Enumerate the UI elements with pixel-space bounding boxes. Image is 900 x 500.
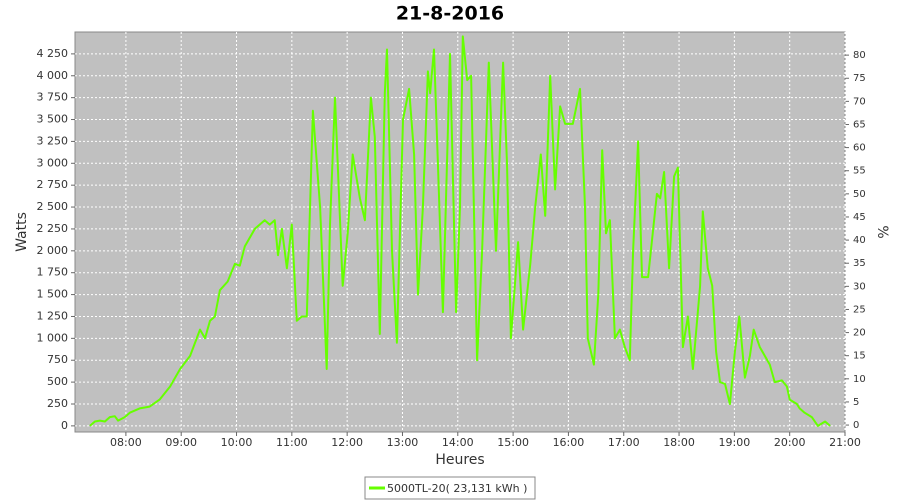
y-tick-label: 3 000 xyxy=(37,156,69,169)
y-tick-label: 2 750 xyxy=(37,178,69,191)
y-tick-label: 1 250 xyxy=(37,309,69,322)
y2-tick-label: 80 xyxy=(853,50,866,61)
y2-tick-label: 60 xyxy=(853,143,866,154)
x-tick-label: 16:00 xyxy=(553,436,585,449)
y-tick-label: 2 000 xyxy=(37,244,69,257)
chart-title: 21-8-2016 xyxy=(396,3,504,25)
y2-tick-label: 35 xyxy=(853,258,866,269)
y-tick-label: 1 750 xyxy=(37,266,69,279)
x-tick-label: 10:00 xyxy=(221,436,253,449)
y2-tick-label: 30 xyxy=(853,281,866,292)
x-tick-label: 19:00 xyxy=(719,436,751,449)
y-tick-label: 500 xyxy=(47,375,68,388)
y2-tick-label: 0 xyxy=(853,420,859,431)
x-tick-label: 20:00 xyxy=(774,436,806,449)
y-tick-label: 1 000 xyxy=(37,331,69,344)
x-tick-label: 08:00 xyxy=(110,436,142,449)
y-tick-label: 1 500 xyxy=(37,288,69,301)
y2-tick-label: 20 xyxy=(853,328,866,339)
x-tick-label: 13:00 xyxy=(387,436,419,449)
x-tick-label: 17:00 xyxy=(608,436,640,449)
legend-label: 5000TL-20( 23,131 kWh ) xyxy=(387,482,527,495)
y-tick-label: 2 250 xyxy=(37,222,69,235)
y-tick-label: 4 250 xyxy=(37,47,69,60)
series-line xyxy=(89,35,831,427)
y-tick-label: 750 xyxy=(47,353,68,366)
y2-tick-label: 55 xyxy=(853,166,866,177)
y-tick-label: 3 250 xyxy=(37,134,69,147)
y2-tick-label: 70 xyxy=(853,96,866,107)
x-axis-label: Heures xyxy=(435,452,484,468)
y-tick-label: 0 xyxy=(61,419,68,432)
y-tick-label: 4 000 xyxy=(37,69,69,82)
y-tick-label: 2 500 xyxy=(37,200,69,213)
y-tick-label: 3 750 xyxy=(37,91,69,104)
y2-tick-label: 5 xyxy=(853,397,859,408)
y2-tick-label: 40 xyxy=(853,235,866,246)
x-tick-label: 15:00 xyxy=(497,436,529,449)
y-tick-label: 3 500 xyxy=(37,113,69,126)
legend-box xyxy=(364,476,536,500)
y2-tick-label: 25 xyxy=(853,304,866,315)
x-tick-label: 11:00 xyxy=(276,436,308,449)
y2-tick-label: 50 xyxy=(853,189,866,200)
y2-tick-label: 75 xyxy=(853,73,866,84)
x-tick-label: 14:00 xyxy=(442,436,474,449)
y2-tick-label: 45 xyxy=(853,212,866,223)
x-tick-label: 18:00 xyxy=(663,436,695,449)
y2-axis-label: % xyxy=(874,225,890,238)
x-tick-label: 12:00 xyxy=(331,436,363,449)
x-tick-label: 21:00 xyxy=(829,436,861,449)
y-tick-label: 250 xyxy=(47,397,68,410)
y2-tick-label: 10 xyxy=(853,374,866,385)
x-tick-label: 09:00 xyxy=(165,436,197,449)
y-axis-label: Watts xyxy=(14,212,30,252)
y2-tick-label: 65 xyxy=(853,119,866,130)
y2-tick-label: 15 xyxy=(853,351,866,362)
